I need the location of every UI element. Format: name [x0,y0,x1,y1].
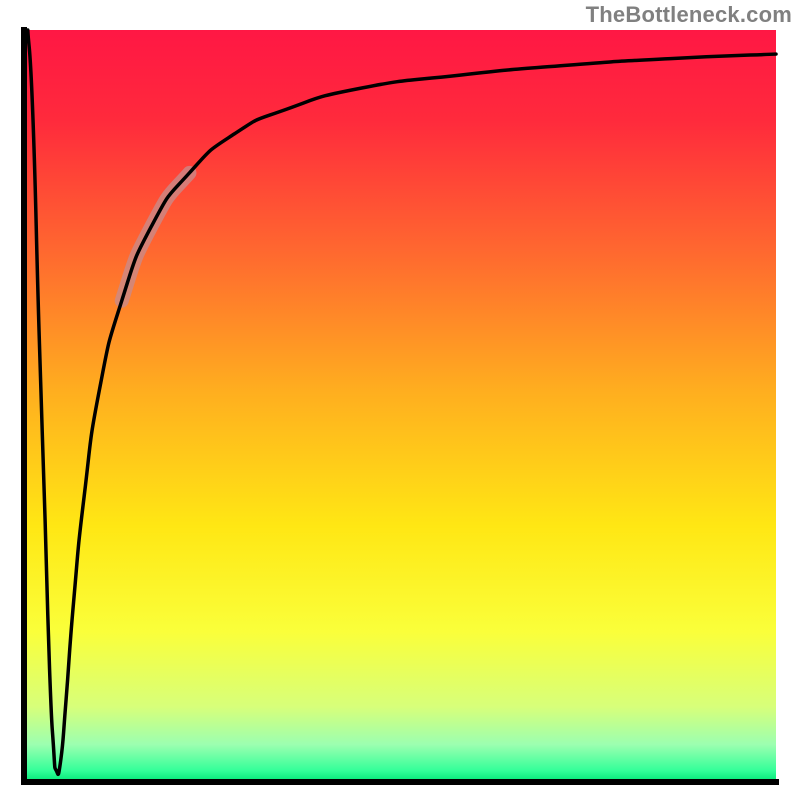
watermark-text: TheBottleneck.com [586,2,792,28]
gradient-background [24,30,776,782]
chart-svg [0,0,800,800]
chart-stage: TheBottleneck.com [0,0,800,800]
